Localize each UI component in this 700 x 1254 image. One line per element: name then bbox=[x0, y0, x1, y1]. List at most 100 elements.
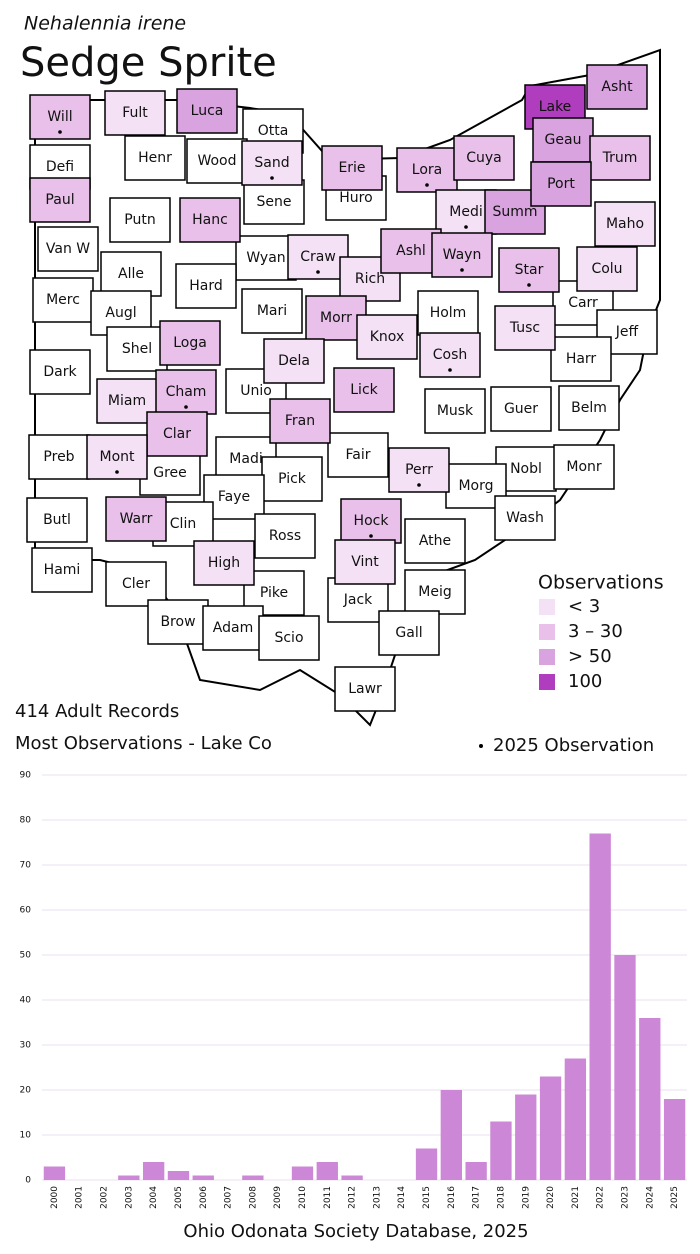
x-tick-label: 2025 bbox=[670, 1186, 680, 1209]
y-tick-label: 60 bbox=[20, 906, 32, 916]
bar bbox=[639, 1018, 661, 1180]
county-label: Maho bbox=[606, 216, 644, 232]
dot-legend-label: 2025 Observation bbox=[493, 735, 654, 756]
county bbox=[28, 434, 90, 480]
county bbox=[532, 117, 594, 163]
legend-swatch bbox=[539, 674, 555, 690]
bar bbox=[564, 1058, 587, 1180]
county bbox=[243, 179, 305, 225]
county-label: Monr bbox=[566, 459, 602, 475]
county-label: Tusc bbox=[509, 320, 540, 336]
x-tick-label: 2004 bbox=[149, 1186, 159, 1209]
county-label: Clin bbox=[170, 516, 196, 532]
county bbox=[105, 496, 167, 542]
observation-2025-dot bbox=[58, 130, 62, 134]
y-tick-label: 20 bbox=[20, 1086, 32, 1096]
county-label: Star bbox=[515, 262, 544, 278]
x-tick-label: 2010 bbox=[298, 1186, 308, 1209]
county bbox=[586, 64, 648, 110]
county-label: Guer bbox=[504, 401, 538, 417]
county bbox=[32, 277, 94, 323]
observation-2025-dot bbox=[369, 534, 373, 538]
county bbox=[202, 605, 264, 651]
county-label: Adam bbox=[213, 620, 253, 636]
county-label: Summ bbox=[492, 204, 537, 220]
county-label: Hock bbox=[354, 513, 390, 529]
county-label: Mont bbox=[99, 449, 135, 465]
legend-swatch bbox=[539, 599, 555, 615]
y-tick-label: 80 bbox=[20, 816, 32, 826]
x-tick-label: 2015 bbox=[422, 1186, 432, 1209]
y-tick-label: 90 bbox=[20, 771, 32, 781]
bar bbox=[291, 1166, 314, 1180]
bar bbox=[663, 1099, 686, 1180]
x-tick-label: 2001 bbox=[75, 1186, 85, 1209]
county bbox=[327, 432, 389, 478]
bar bbox=[316, 1162, 338, 1180]
legend-label: 100 bbox=[568, 671, 602, 692]
county-label: Preb bbox=[43, 449, 74, 465]
county bbox=[263, 338, 325, 384]
county-label: Cler bbox=[122, 576, 150, 592]
x-tick-label: 2019 bbox=[521, 1186, 531, 1209]
county bbox=[453, 135, 515, 181]
county bbox=[29, 177, 91, 223]
observation-2025-dot bbox=[527, 283, 531, 287]
legend-label: 3 – 30 bbox=[568, 621, 623, 642]
county bbox=[490, 386, 552, 432]
observation-2025-dot bbox=[417, 483, 421, 487]
county-label: Perr bbox=[405, 462, 433, 478]
county-label: Merc bbox=[46, 292, 80, 308]
county bbox=[334, 666, 396, 712]
county-label: Clar bbox=[163, 426, 191, 442]
county-label: Lawr bbox=[348, 681, 382, 697]
county-label: Shel bbox=[122, 341, 152, 357]
county bbox=[321, 145, 383, 191]
county bbox=[31, 547, 93, 593]
legend-swatch bbox=[539, 649, 555, 665]
county-label: Knox bbox=[370, 329, 404, 345]
county-label: Gall bbox=[395, 625, 422, 641]
county bbox=[109, 197, 171, 243]
bar bbox=[440, 1090, 462, 1180]
county bbox=[159, 320, 221, 366]
county bbox=[404, 569, 466, 615]
county-label: Henr bbox=[138, 150, 172, 166]
county bbox=[146, 411, 208, 457]
county bbox=[553, 444, 615, 490]
bar bbox=[589, 833, 611, 1180]
county-label: Defi bbox=[46, 159, 74, 175]
county-label: Hanc bbox=[192, 212, 228, 228]
county bbox=[378, 610, 440, 656]
county-label: Faye bbox=[218, 489, 250, 505]
county bbox=[241, 140, 303, 186]
observation-2025-dot bbox=[184, 405, 188, 409]
county bbox=[175, 263, 237, 309]
x-tick-label: 2003 bbox=[124, 1186, 134, 1209]
bar bbox=[614, 955, 636, 1180]
county-label: Erie bbox=[338, 160, 365, 176]
county-label: Ross bbox=[269, 528, 301, 544]
county-label: Hami bbox=[44, 562, 81, 578]
county-label: Madi bbox=[229, 451, 262, 467]
county-label: Asht bbox=[601, 79, 633, 95]
x-tick-label: 2007 bbox=[224, 1186, 234, 1209]
observation-2025-dot bbox=[115, 470, 119, 474]
county-label: Warr bbox=[120, 511, 153, 527]
county-label: Morr bbox=[320, 310, 352, 326]
y-tick-label: 30 bbox=[20, 1041, 32, 1051]
bar bbox=[465, 1162, 487, 1180]
county bbox=[106, 326, 168, 372]
county-layer: Will Fult Luca Otta Lake Asht Defi Henr Wood Sand… bbox=[26, 64, 658, 712]
y-tick-label: 50 bbox=[20, 951, 32, 961]
county bbox=[241, 288, 303, 334]
county-label: Craw bbox=[300, 249, 336, 265]
county bbox=[203, 474, 265, 520]
legend-title: Observations bbox=[538, 572, 664, 594]
legend-label: < 3 bbox=[568, 596, 600, 617]
county-label: Wash bbox=[506, 510, 544, 526]
county-label: Pike bbox=[260, 585, 288, 601]
county-label: Augl bbox=[105, 305, 136, 321]
county bbox=[576, 246, 638, 292]
county bbox=[105, 561, 167, 607]
